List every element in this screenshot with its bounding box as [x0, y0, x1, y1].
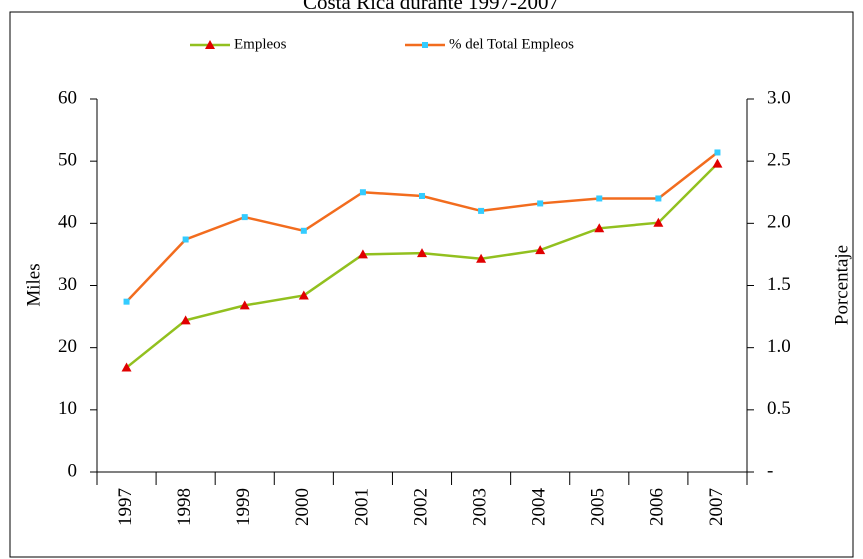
point-marker [300, 227, 307, 234]
point-marker [298, 290, 309, 300]
x-tick-label: 2006 [647, 488, 668, 526]
y-tick-label: 40 [58, 212, 77, 233]
y-tick-label: 30 [58, 274, 77, 295]
point-marker [357, 249, 368, 259]
point-marker [596, 195, 603, 202]
point-marker [655, 195, 662, 202]
point-marker [478, 207, 485, 214]
y2-tick-label: - [767, 460, 773, 481]
point-marker [239, 300, 250, 310]
y-tick-label: 0 [68, 460, 78, 481]
chart-frame [9, 11, 854, 558]
point-marker [535, 245, 546, 255]
x-tick-label: 2005 [588, 488, 609, 526]
legend-marker [205, 40, 215, 49]
point-marker [712, 158, 723, 168]
point-marker [123, 298, 130, 305]
x-tick-label: 1997 [115, 488, 136, 526]
y2-tick-label: 1.5 [767, 274, 791, 295]
y2-tick-label: 2.5 [767, 150, 791, 171]
y-axis-label: Miles [23, 263, 44, 306]
y-tick-label: 20 [58, 336, 77, 357]
y2-axis-label: Porcentaje [831, 245, 852, 325]
x-tick-label: 1998 [174, 488, 195, 526]
point-marker [359, 189, 366, 196]
y2-tick-label: 2.0 [767, 212, 791, 233]
y-tick-label: 10 [58, 398, 77, 419]
y2-tick-label: 3.0 [767, 87, 791, 108]
point-marker [180, 315, 191, 325]
point-marker [594, 223, 605, 233]
y-tick-label: 50 [58, 150, 77, 171]
point-marker [417, 248, 427, 258]
x-tick-label: 2004 [529, 488, 550, 527]
point-marker [419, 192, 425, 199]
point-marker [476, 253, 487, 263]
x-tick-label: 1999 [233, 488, 254, 526]
series-line [125, 151, 719, 303]
x-tick-label: 2007 [706, 488, 727, 526]
x-tick-label: 2003 [469, 488, 490, 526]
x-tick-label: 2001 [351, 488, 372, 526]
y-tick-label: 60 [58, 87, 77, 108]
x-tick-label: 2002 [410, 488, 431, 526]
x-tick-label: 2000 [292, 488, 313, 526]
chart-title: Costa Rica durante 1997-2007 [303, 0, 559, 14]
y2-tick-label: 0.5 [767, 398, 791, 419]
point-marker [121, 362, 132, 372]
point-marker [653, 217, 664, 227]
legend-label: % del Total Empleos [449, 36, 574, 52]
point-marker [241, 214, 248, 221]
legend-marker [422, 42, 428, 48]
point-marker [182, 236, 189, 243]
point-marker [714, 149, 721, 156]
legend-label: Empleos [234, 36, 287, 52]
y2-tick-label: 1.0 [767, 336, 791, 357]
point-marker [537, 200, 544, 207]
